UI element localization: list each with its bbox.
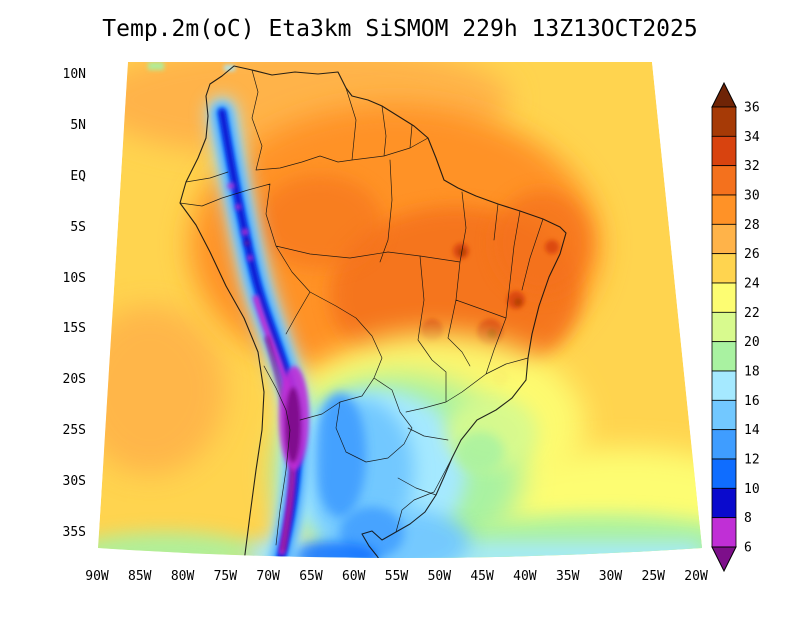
cool-regions	[98, 333, 702, 558]
lat-tick-label: 25S	[62, 423, 86, 439]
colorbar-segment	[711, 194, 737, 225]
internal-borders	[179, 69, 544, 546]
colorbar-bottom-arrow	[711, 546, 737, 573]
altiplano-cold-core	[227, 182, 309, 470]
lon-tick-label: 30W	[598, 569, 623, 584]
country-borders	[179, 65, 567, 558]
lat-tick-label: 5N	[70, 117, 86, 133]
colorbar-tick-label: 12	[744, 453, 760, 468]
colorbar-tick-label: 32	[744, 159, 760, 174]
lat-tick-label: 20S	[62, 372, 86, 388]
colorbar-tick-label: 28	[744, 218, 760, 233]
lat-tick-label: 35S	[62, 525, 86, 540]
colorbar: 36 34 32 30 28 26 24 22 20 18 16 14 12 10 8 6	[704, 80, 800, 580]
lat-tick-label: 15S	[62, 321, 86, 337]
colorbar-segment	[711, 165, 737, 196]
lon-tick-label: 35W	[555, 569, 580, 584]
colorbar-tick-label: 14	[744, 423, 760, 438]
colorbar-tick-label: 16	[744, 394, 760, 409]
lon-tick-label: 40W	[513, 569, 537, 584]
colorbar-segment	[711, 370, 737, 401]
colorbar-tick-label: 8	[744, 511, 752, 526]
colorbar-segment	[711, 458, 737, 489]
lon-tick-label: 90W	[85, 569, 109, 584]
colorbar-tick-label: 34	[744, 130, 760, 145]
chart-title: Temp.2m(oC) Eta3km SiSMOM 229h 13Z13OCT2…	[102, 16, 698, 42]
colorbar-segment	[711, 135, 737, 167]
lon-tick-label: 80W	[170, 569, 195, 584]
colorbar-segment	[711, 341, 737, 372]
lon-tick-label: 75W	[213, 569, 238, 584]
colorbar-tick-label: 10	[744, 482, 760, 497]
colorbar-segment	[711, 253, 737, 284]
colorbar-segment	[711, 311, 737, 343]
colorbar-svg: 36 34 32 30 28 26 24 22 20 18 16 14 12 10 8 6	[711, 81, 760, 573]
colorbar-tick-label: 18	[744, 365, 760, 380]
colorbar-segment	[711, 399, 737, 431]
coastline	[179, 65, 567, 558]
temperature-field	[98, 62, 702, 558]
colorbar-tick-label: 26	[744, 247, 760, 262]
lon-tick-label: 50W	[427, 569, 452, 584]
colorbar-tick-label: 20	[744, 335, 760, 350]
colorbar-tick-label: 22	[744, 306, 760, 321]
colorbar-segment	[711, 282, 737, 313]
colorbar-segment	[711, 106, 737, 137]
lat-tick-label: 10S	[62, 270, 86, 286]
lon-tick-label: 70W	[256, 569, 280, 584]
colorbar-segment	[711, 429, 737, 460]
lon-tick-label: 20W	[684, 569, 708, 584]
lon-tick-label: 25W	[641, 569, 665, 584]
lon-tick-label: 55W	[384, 569, 409, 584]
colorbar-tick-label: 6	[744, 541, 752, 556]
lat-tick-label: 10N	[62, 67, 86, 82]
lat-tick-label: EQ	[70, 168, 86, 184]
lon-tick-label: 65W	[299, 569, 323, 584]
colorbar-segment	[711, 487, 737, 519]
lon-tick-label: 85W	[128, 569, 152, 584]
lat-tick-label: 30S	[62, 474, 86, 490]
lon-tick-label: 60W	[341, 569, 366, 584]
colorbar-top-arrow	[711, 81, 737, 108]
colorbar-segment	[711, 223, 737, 255]
colorbar-tick-label: 24	[744, 277, 760, 292]
colorbar-segment	[711, 517, 737, 548]
colorbar-tick-label: 36	[744, 101, 760, 116]
colorbar-tick-label: 30	[744, 189, 760, 204]
lat-tick-label: 5S	[70, 219, 86, 235]
lon-tick-label: 45W	[470, 569, 494, 584]
